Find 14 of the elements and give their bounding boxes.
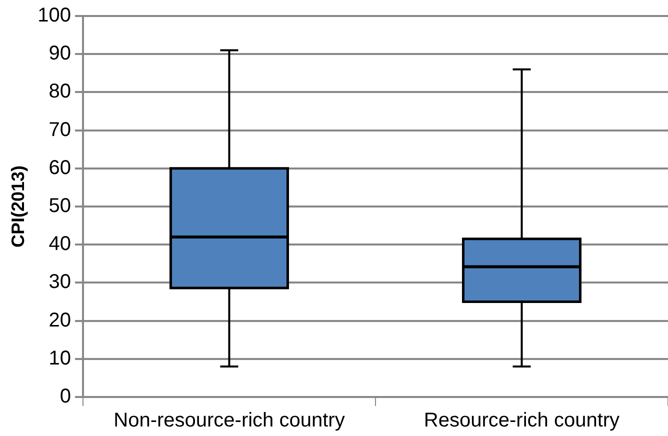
- y-tick-label: 30: [48, 271, 71, 294]
- y-tick-label: 80: [48, 80, 71, 103]
- y-tick-label: 100: [38, 4, 71, 27]
- x-tick-label: Non-resource-rich country: [114, 410, 345, 432]
- y-axis-title: CPI(2013): [8, 165, 28, 248]
- y-tick-label: 90: [48, 42, 71, 65]
- y-tick-label: 0: [60, 386, 71, 408]
- x-tick-label: Resource-rich country: [424, 410, 620, 432]
- y-tick-label: 50: [48, 195, 71, 218]
- y-tick-label: 10: [48, 347, 71, 370]
- y-tick-label: 70: [48, 118, 71, 141]
- y-tick-label: 40: [48, 233, 71, 256]
- y-tick-label: 20: [48, 309, 71, 332]
- y-tick-label: 60: [48, 156, 71, 179]
